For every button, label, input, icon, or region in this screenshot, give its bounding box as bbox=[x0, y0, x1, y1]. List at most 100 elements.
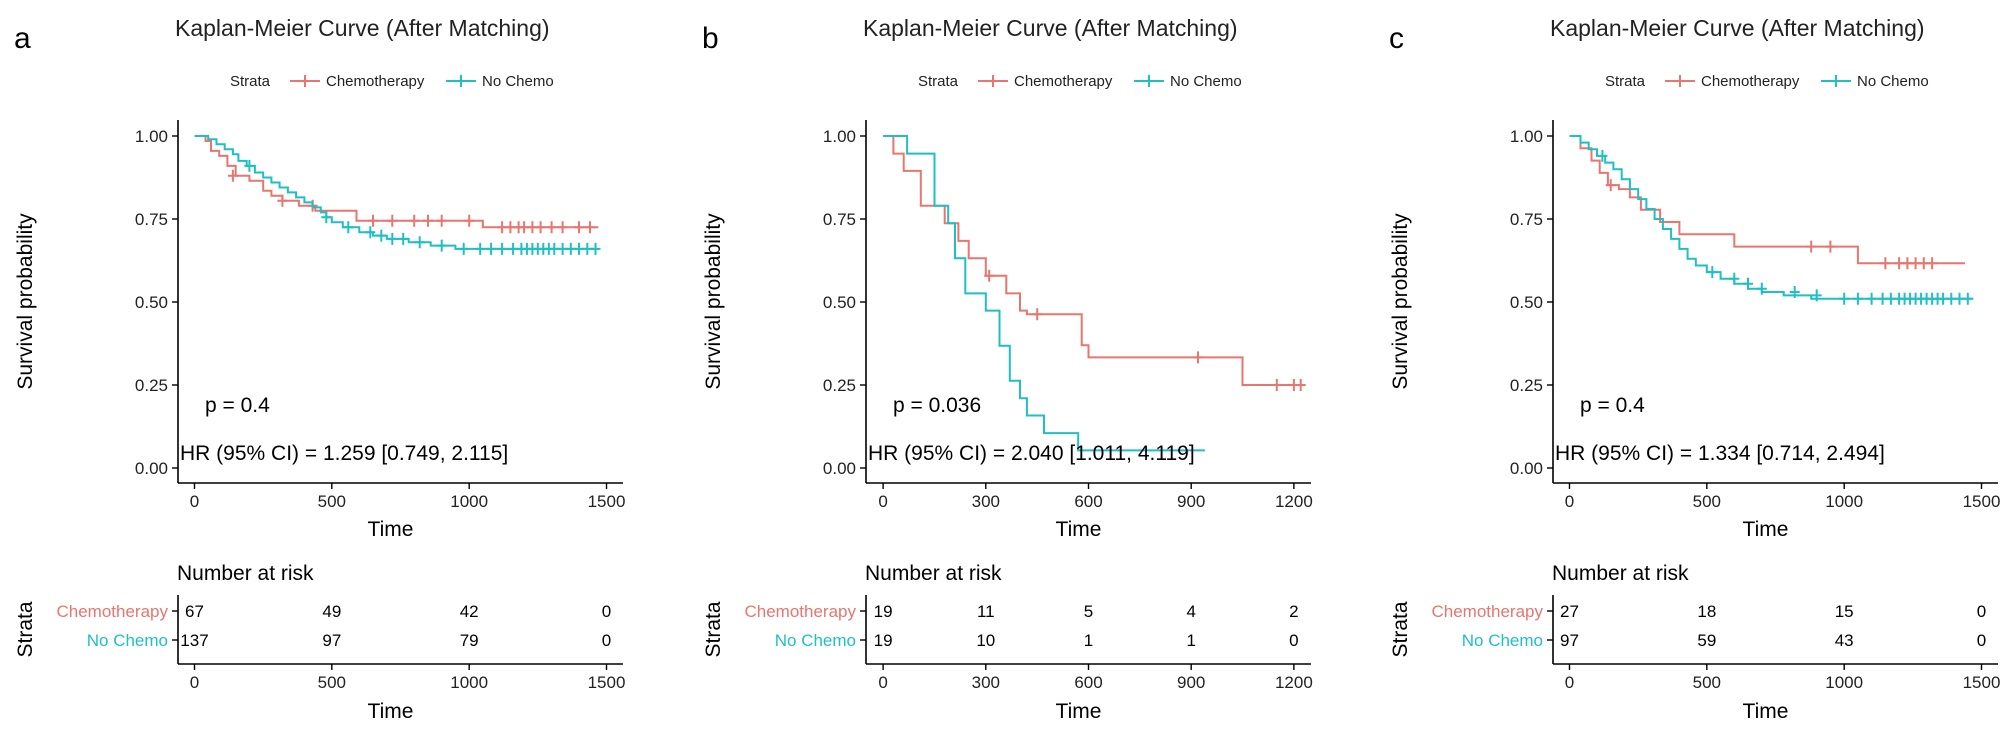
censor-mark-nochemo bbox=[1789, 286, 1800, 298]
censor-mark-nochemo bbox=[1866, 292, 1877, 305]
y-tick-label: 0.50 bbox=[823, 293, 856, 312]
y-tick-label: 0.75 bbox=[135, 210, 168, 229]
risk-table-count: 137 bbox=[180, 631, 208, 650]
y-tick-label: 0.00 bbox=[823, 459, 856, 478]
risk-table-x-tick-label: 1000 bbox=[1825, 673, 1863, 692]
risk-table-count: 0 bbox=[602, 602, 611, 621]
y-tick-label: 0.75 bbox=[823, 210, 856, 229]
censor-mark-nochemo bbox=[458, 242, 469, 255]
chart-title: Kaplan-Meier Curve (After Matching) bbox=[1550, 15, 1925, 41]
risk-table-x-tick-label: 0 bbox=[190, 673, 199, 692]
censor-mark-chemo bbox=[1295, 379, 1306, 391]
censor-mark-chemo bbox=[423, 214, 433, 227]
km-curve-chemo bbox=[883, 135, 1305, 386]
y-tick-label: 0.50 bbox=[1510, 293, 1543, 312]
legend-label-nochemo: No Chemo bbox=[1170, 73, 1242, 90]
censor-mark-nochemo bbox=[475, 242, 486, 255]
risk-table-x-tick-label: 1500 bbox=[588, 673, 626, 692]
risk-table-strata-nochemo: No Chemo bbox=[1462, 631, 1543, 650]
censor-mark-chemo bbox=[574, 221, 584, 234]
censor-mark-nochemo bbox=[497, 242, 508, 255]
risk-table-x-tick-label: 500 bbox=[1693, 673, 1721, 692]
risk-table-count: 79 bbox=[460, 631, 479, 650]
censor-mark-chemo bbox=[1032, 308, 1043, 321]
legend: Strata Chemotherapy No Chemo bbox=[1605, 73, 1929, 90]
risk-table-title: Number at risk bbox=[865, 562, 1002, 585]
censor-mark-nochemo bbox=[343, 221, 354, 234]
censor-mark-nochemo bbox=[1839, 292, 1850, 305]
y-tick-label: 1.00 bbox=[1510, 127, 1543, 146]
x-tick-label: 300 bbox=[972, 492, 1000, 511]
risk-table-strata-label: Strata bbox=[14, 601, 37, 657]
censor-mark-nochemo bbox=[376, 229, 387, 242]
legend-label-nochemo: No Chemo bbox=[1857, 73, 1929, 90]
censor-mark-chemo bbox=[1605, 179, 1616, 192]
risk-table: Number at risk Chemotherapy 27 18 15 0 No Chem… bbox=[1389, 562, 2000, 723]
legend-label-chemo: Chemotherapy bbox=[326, 73, 425, 90]
legend-title: Strata bbox=[918, 73, 959, 90]
censor-mark-nochemo bbox=[1811, 289, 1822, 302]
censor-mark-chemo bbox=[387, 214, 398, 227]
legend-label-nochemo: No Chemo bbox=[482, 73, 554, 90]
risk-table-strata-label: Strata bbox=[1389, 601, 1412, 657]
risk-table-count: 97 bbox=[322, 631, 341, 650]
x-tick-label: 600 bbox=[1074, 492, 1102, 511]
legend: Strata Chemotherapy No Chemo bbox=[918, 73, 1242, 90]
censor-mark-nochemo bbox=[244, 159, 255, 172]
p-value-annotation: p = 0.4 bbox=[1580, 394, 1645, 417]
p-value-annotation: p = 0.4 bbox=[205, 394, 270, 417]
censor-mark-nochemo bbox=[1756, 282, 1767, 295]
x-tick-label: 0 bbox=[878, 492, 887, 511]
risk-table-count: 42 bbox=[460, 602, 479, 621]
risk-table-count: 15 bbox=[1835, 602, 1854, 621]
km-curve-nochemo bbox=[194, 135, 599, 250]
risk-table-count: 59 bbox=[1697, 631, 1716, 650]
risk-table-count: 49 bbox=[322, 602, 341, 621]
legend-label-chemo: Chemotherapy bbox=[1701, 73, 1800, 90]
risk-table-count: 19 bbox=[874, 631, 893, 650]
risk-table-count: 27 bbox=[1560, 602, 1579, 621]
censor-mark-chemo bbox=[1927, 257, 1938, 270]
y-tick-label: 0.00 bbox=[1510, 459, 1543, 478]
y-tick-label: 0.50 bbox=[135, 293, 168, 312]
risk-table-count: 0 bbox=[1977, 602, 1986, 621]
risk-table-x-label: Time bbox=[1056, 700, 1102, 723]
x-tick-label: 500 bbox=[318, 492, 346, 511]
km-curve-chemo bbox=[1569, 135, 1965, 265]
legend-censor-mark-nochemo bbox=[455, 75, 467, 87]
risk-table-strata-chemo: Chemotherapy bbox=[56, 602, 168, 621]
risk-table-x-tick-label: 1200 bbox=[1275, 673, 1313, 692]
risk-table-count: 0 bbox=[602, 631, 611, 650]
censor-mark-chemo bbox=[409, 214, 420, 227]
chart-title: Kaplan-Meier Curve (After Matching) bbox=[175, 15, 550, 41]
legend: Strata Chemotherapy No Chemo bbox=[230, 73, 554, 90]
x-tick-label: 900 bbox=[1177, 492, 1205, 511]
risk-table-count: 0 bbox=[1977, 631, 1986, 650]
risk-table-count: 97 bbox=[1560, 631, 1579, 650]
y-axis-label: Survival probability bbox=[14, 213, 37, 390]
y-tick-label: 1.00 bbox=[823, 127, 856, 146]
risk-table-x-label: Time bbox=[368, 700, 414, 723]
risk-table-x-tick-label: 0 bbox=[1565, 673, 1574, 692]
risk-table-strata-nochemo: No Chemo bbox=[87, 631, 168, 650]
hazard-ratio-annotation: HR (95% CI) = 1.334 [0.714, 2.494] bbox=[1555, 442, 1885, 465]
risk-table-strata-label: Strata bbox=[702, 601, 725, 657]
risk-table-x-tick-label: 1500 bbox=[1963, 673, 2001, 692]
censor-mark-nochemo bbox=[590, 242, 601, 255]
risk-table-count: 67 bbox=[185, 602, 204, 621]
risk-table-count: 5 bbox=[1084, 602, 1093, 621]
censor-mark-chemo bbox=[984, 269, 995, 282]
risk-table-x-tick-label: 900 bbox=[1177, 673, 1205, 692]
risk-table-strata-nochemo: No Chemo bbox=[775, 631, 856, 650]
risk-table-x-tick-label: 0 bbox=[878, 673, 887, 692]
censor-mark-chemo bbox=[1825, 240, 1836, 253]
risk-table-title: Number at risk bbox=[1552, 562, 1689, 585]
x-tick-label: 1500 bbox=[1963, 492, 2001, 511]
legend-censor-mark-chemo bbox=[299, 75, 311, 87]
censor-mark-chemo bbox=[1271, 379, 1282, 391]
chart-title: Kaplan-Meier Curve (After Matching) bbox=[863, 15, 1238, 41]
censor-mark-nochemo bbox=[387, 232, 398, 245]
km-panel-b: b Kaplan-Meier Curve (After Matching) Stra… bbox=[702, 15, 1313, 723]
censor-mark-nochemo bbox=[436, 239, 447, 252]
